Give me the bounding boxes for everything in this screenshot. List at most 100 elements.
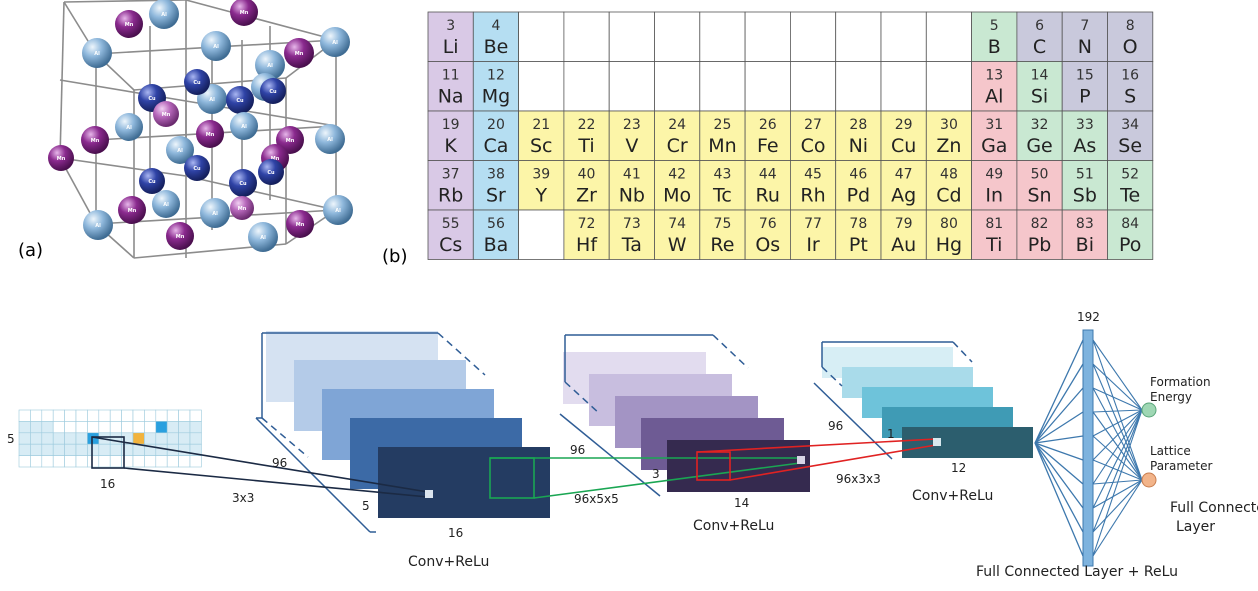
element-cell: 40 Zr: [563, 160, 610, 211]
output-lattice-parameter-node: [1141, 472, 1157, 488]
element-cell: [699, 11, 746, 62]
element-symbol: Be: [484, 36, 509, 58]
element-number: 50: [1031, 167, 1049, 183]
input-cell: [98, 421, 111, 434]
atom-label: Mn: [206, 132, 215, 138]
input-cell: [64, 409, 77, 422]
element-symbol: Ag: [891, 185, 916, 207]
atom-al: Al: [115, 113, 143, 141]
input-cell: [30, 455, 43, 468]
atom-label: Al: [332, 40, 338, 46]
element-number: 39: [532, 167, 550, 183]
element-cell: 33 As: [1061, 110, 1108, 161]
input-cols-label: 16: [100, 477, 115, 491]
lattice-bond: [185, 175, 337, 211]
element-cell: 44 Ru: [744, 160, 791, 211]
input-cell: [75, 455, 88, 468]
element-cell: 41 Nb: [608, 160, 655, 211]
input-cell: [144, 409, 157, 422]
element-symbol: Al: [985, 86, 1003, 108]
atom-label: Mn: [271, 156, 280, 162]
atom-label: Mn: [91, 138, 100, 144]
element-symbol: Na: [438, 86, 464, 108]
atom-mn: Mn: [48, 145, 74, 171]
element-number: 51: [1076, 167, 1094, 183]
fc-input-edge: [1034, 339, 1084, 444]
input-cell: [155, 443, 168, 456]
input-cell: [18, 421, 31, 434]
input-cell: [132, 455, 145, 468]
element-symbol: S: [1124, 86, 1136, 108]
element-symbol: Nb: [619, 185, 645, 207]
atom-cu: Cu: [184, 69, 210, 95]
element-symbol: Hf: [576, 234, 598, 256]
fc-input-edge: [1034, 387, 1084, 444]
element-symbol: Mn: [708, 135, 736, 157]
element-number: 29: [895, 117, 913, 133]
element-cell: 24 Cr: [654, 110, 701, 161]
element-number: 31: [985, 117, 1003, 133]
element-cell: 5B: [971, 11, 1018, 62]
atom-al: Al: [149, 0, 179, 29]
element-cell: 23 V: [608, 110, 655, 161]
input-cell: [144, 455, 157, 468]
element-number: 83: [1076, 216, 1094, 232]
element-number: 76: [759, 216, 777, 232]
element-symbol: Pb: [1028, 234, 1052, 256]
input-cell: [18, 432, 31, 445]
conv3-stack: [813, 341, 1033, 460]
atom-label: Cu: [148, 179, 156, 185]
element-cell: [744, 11, 791, 62]
fc-input-edge: [1034, 442, 1084, 485]
input-cell: [30, 409, 43, 422]
atom-cu: Cu: [229, 169, 257, 197]
atom-al: Al: [320, 27, 350, 57]
element-number: 45: [804, 167, 822, 183]
element-symbol: Ir: [806, 234, 820, 256]
element-cell: [608, 61, 655, 112]
element-cell: 55 Cs: [427, 209, 474, 260]
conv2-height-label: 3: [652, 467, 660, 481]
fc-output-edge: [1092, 479, 1143, 509]
element-number: 75: [714, 216, 732, 232]
element-symbol: Ge: [1026, 135, 1052, 157]
crystal-structure: Al Mn Mn Al Al Mn Al Al Al Al Cu Cu Mn Al Cu Cu Mn Al Mn Al…: [48, 0, 353, 259]
element-number: 38: [487, 167, 505, 183]
output2-line2: Parameter: [1150, 459, 1212, 473]
element-cell: 45 Rh: [790, 160, 837, 211]
input-cell: [75, 432, 88, 445]
element-cell: 47 Ag: [880, 160, 927, 211]
input-cell: [144, 421, 157, 434]
element-symbol: Rb: [438, 185, 463, 207]
element-cell: 16 S: [1107, 61, 1154, 112]
atom-al: Al: [248, 222, 278, 252]
input-cell: [109, 421, 122, 434]
element-symbol: In: [985, 185, 1003, 207]
element-symbol: Ru: [756, 185, 780, 207]
element-cell: 15 P: [1061, 61, 1108, 112]
element-cell: [699, 61, 746, 112]
element-cell: [925, 11, 972, 62]
element-cell: 80 Hg: [925, 209, 972, 260]
input-cell: [178, 409, 191, 422]
input-cell: [178, 432, 191, 445]
input-cell: [132, 421, 145, 434]
element-cell: [835, 61, 882, 112]
input-cell: [98, 443, 111, 456]
depth-bracket: [952, 341, 973, 363]
fc-output-edge: [1092, 409, 1143, 485]
atom-label: Mn: [240, 10, 249, 16]
output-formation-energy-node: [1141, 402, 1157, 418]
fc-output-edge: [1092, 409, 1143, 557]
element-cell: 21 Sc: [518, 110, 565, 161]
input-cell: [64, 432, 77, 445]
element-symbol: Fe: [757, 135, 779, 157]
input-cell: [41, 409, 54, 422]
element-cell: 74 W: [654, 209, 701, 260]
input-cell: [189, 455, 202, 468]
element-number: 77: [804, 216, 822, 232]
atom-label: Al: [94, 51, 100, 57]
element-symbol: Pt: [849, 234, 868, 256]
element-cell: [654, 61, 701, 112]
atom-label: Al: [335, 208, 341, 214]
